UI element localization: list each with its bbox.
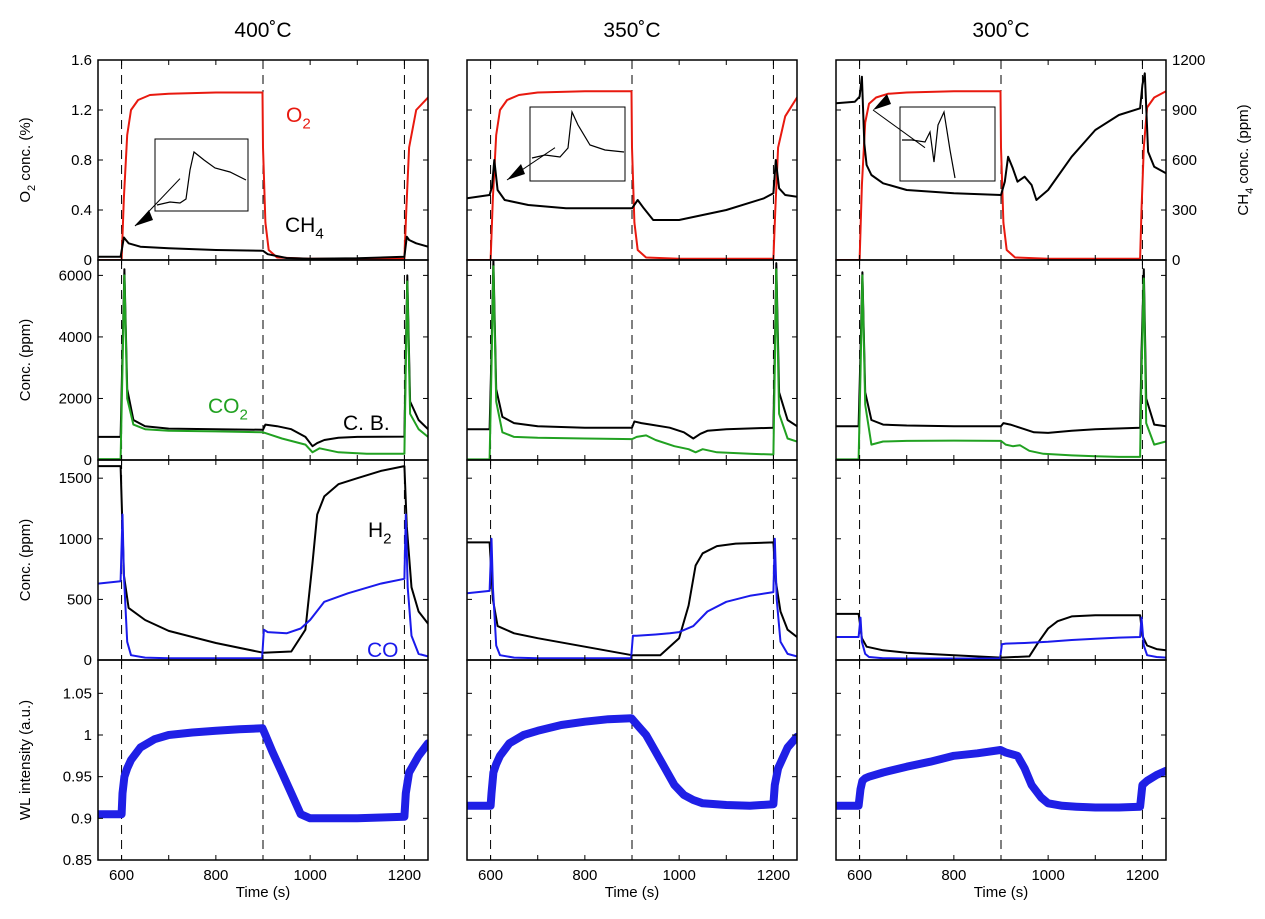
series-ch4 (836, 72, 1166, 201)
series-co2 (836, 274, 1166, 460)
panel-r3-c2 (466, 459, 798, 661)
label-o2: O2 (286, 104, 311, 133)
inset-frame (529, 106, 626, 182)
series-wl (836, 746, 1166, 812)
inset-trace (156, 150, 247, 206)
x-axis-label: Time (s) (605, 884, 659, 901)
y-axis-label-right: CH4 conc. (ppm) (1235, 104, 1256, 215)
series-h2 (98, 465, 428, 654)
panel-title-3: 300˚C (972, 19, 1029, 42)
panels: 00.40.81.21.6030060090012000200040006000… (59, 52, 1206, 884)
inset-400 (134, 138, 249, 227)
panel-title-1: 400˚C (234, 19, 291, 42)
x-tick-label: 1000 (662, 867, 695, 884)
label-h2: H2 (368, 519, 392, 548)
x-tick-label: 1200 (388, 867, 421, 884)
panel-r1-c2 (466, 59, 798, 261)
series-ch4 (98, 235, 428, 260)
x-tick-label: 1000 (1031, 867, 1064, 884)
x-tick-label: 600 (478, 867, 503, 884)
series-wl (467, 714, 797, 810)
series-o2 (836, 90, 1166, 260)
x-tick-label: 800 (941, 867, 966, 884)
right-tick-label: 600 (1172, 152, 1197, 169)
inset-300 (872, 94, 996, 182)
panel-r1-c3: 0 300 600 900 1200 (835, 52, 1205, 269)
x-axis-label: Time (s) (236, 884, 290, 901)
series-co2 (98, 274, 428, 460)
y-tick-label: 4000 (59, 329, 92, 346)
inset-frame (899, 106, 996, 182)
y-tick-label: 0 (84, 652, 92, 669)
right-tick-label: 1200 (1172, 52, 1205, 69)
panel-r2-c1: 0 2000 4000 6000 (59, 259, 429, 469)
panel-r3-c3 (835, 459, 1167, 661)
inset-arrowhead (507, 164, 525, 180)
inset-leader (872, 109, 926, 149)
y-tick-label: 1.2 (71, 102, 92, 119)
label-co: CO (367, 639, 399, 662)
right-tick-label: 0 (1172, 252, 1180, 269)
y-tick-label: 0.9 (71, 810, 92, 827)
x-tick-label: 1200 (1126, 867, 1159, 884)
right-tick-label: 300 (1172, 202, 1197, 219)
panel-title-2: 350˚C (603, 19, 660, 42)
y-axis-label-row2: Conc. (ppm) (17, 319, 34, 402)
panel-r4-c2: 600 800 1000 1200 (466, 659, 798, 884)
y-tick-label: 1500 (59, 470, 92, 487)
inset-arrowhead (873, 94, 891, 110)
y-tick-label: 1000 (59, 531, 92, 548)
panel-r4-c3: 600 800 1000 1200 (835, 659, 1167, 884)
y-tick-label: 1.05 (63, 685, 92, 702)
y-tick-label: 500 (67, 591, 92, 608)
x-tick-label: 800 (203, 867, 228, 884)
label-ch4: CH4 (285, 214, 324, 243)
x-tick-label: 1200 (757, 867, 790, 884)
panel-r4-c1: 0.85 0.9 0.95 1 1.05 600 800 1000 1200 (63, 659, 429, 884)
series-wl (98, 724, 428, 823)
panel-titles: 400˚C 350˚C 300˚C (234, 19, 1029, 42)
series-o2 (98, 91, 428, 260)
x-axis-label: Time (s) (974, 884, 1028, 901)
panel-r3-c1: 0 500 1000 1500 (59, 459, 429, 669)
right-tick-label: 900 (1172, 102, 1197, 119)
y-axis-label-top: O2 conc. (%) (17, 117, 38, 202)
series-co (98, 513, 428, 660)
y-tick-label: 0 (84, 452, 92, 469)
series-o2 (467, 90, 797, 260)
y-tick-label: 1.6 (71, 52, 92, 69)
label-co2: CO2 (208, 395, 248, 424)
x-tick-label: 800 (572, 867, 597, 884)
x-tick-label: 600 (847, 867, 872, 884)
inset-350 (506, 106, 626, 182)
y-tick-label: 0 (84, 252, 92, 269)
inset-trace (902, 109, 956, 179)
panel-r2-c2 (466, 259, 798, 461)
inset-arrowhead (135, 210, 153, 226)
x-tick-label: 1000 (293, 867, 326, 884)
x-axis-labels: Time (s) Time (s) Time (s) (236, 884, 1028, 901)
y-axis-label-row3: Conc. (ppm) (17, 519, 34, 602)
inset-trace (531, 109, 625, 159)
y-tick-label: 2000 (59, 390, 92, 407)
y-tick-label: 0.4 (71, 202, 92, 219)
y-axis-labels: O2 conc. (%) Conc. (ppm) Conc. (ppm) WL int… (17, 104, 1256, 820)
y-tick-label: 1 (84, 727, 92, 744)
y-tick-label: 0.8 (71, 152, 92, 169)
panel-r1-c1: 0 0.4 0.8 1.2 1.6 (71, 52, 429, 269)
y-tick-label: 0.95 (63, 769, 92, 786)
series-co (467, 537, 797, 660)
y-axis-label-row4: WL intensity (a.u.) (17, 700, 34, 820)
annotations: O2 CH4 CO2 C. B. H2 CO (134, 94, 996, 662)
y-tick-label: 6000 (59, 267, 92, 284)
series-co2 (467, 265, 797, 460)
panel-r2-c3 (835, 259, 1167, 461)
label-cb: C. B. (343, 412, 390, 435)
series-co (836, 616, 1166, 660)
series-ch4 (467, 159, 797, 221)
x-tick-label: 600 (109, 867, 134, 884)
inset-frame (154, 138, 249, 212)
y-tick-label: 0.85 (63, 852, 92, 869)
